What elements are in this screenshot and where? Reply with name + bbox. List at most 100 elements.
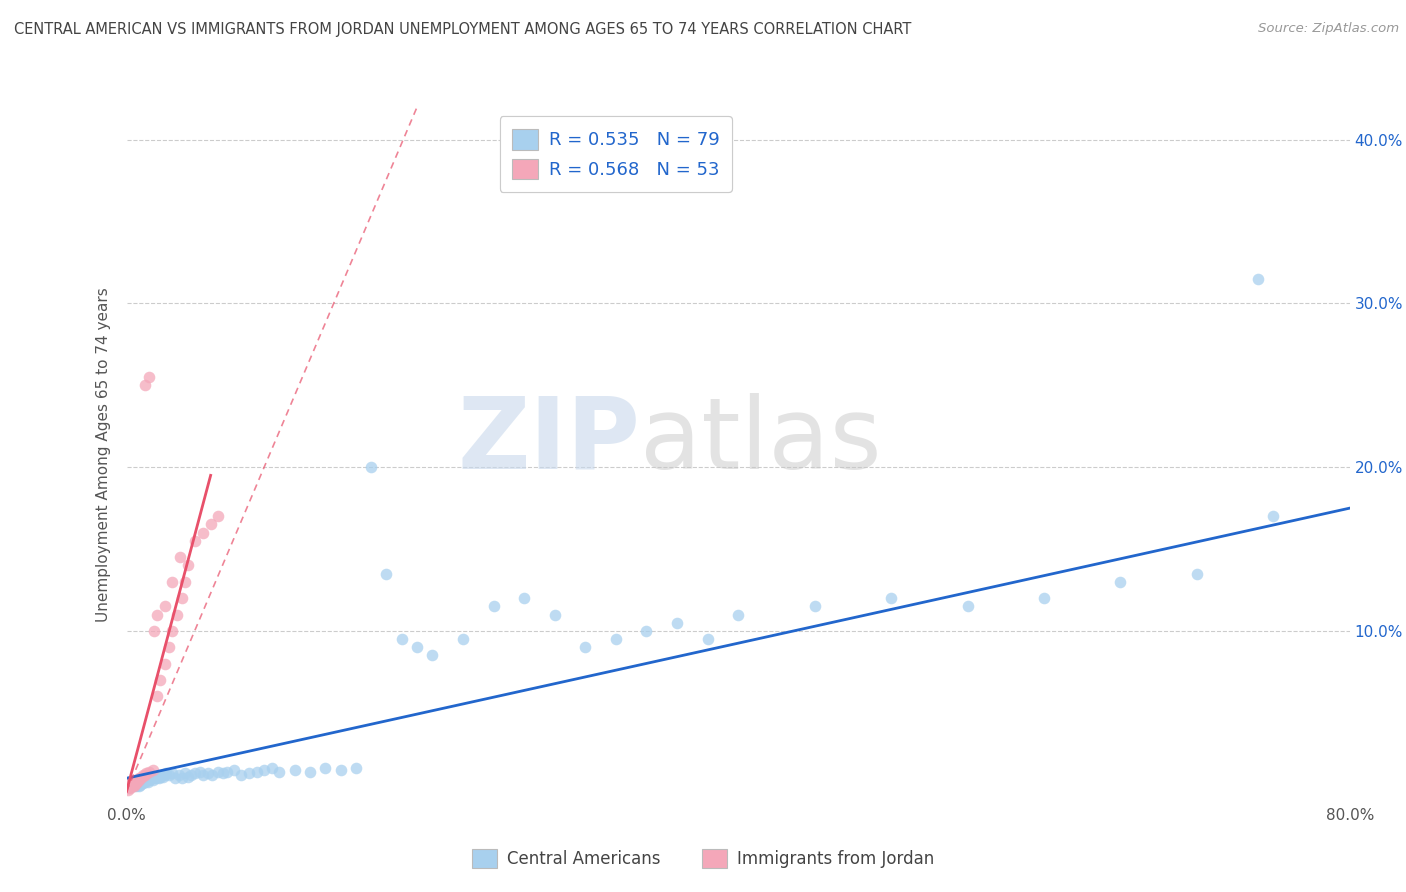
Point	[120, 774, 142, 789]
Point	[696, 632, 718, 646]
Point	[117, 780, 139, 795]
Point	[122, 774, 145, 789]
Point	[314, 761, 336, 775]
Point	[128, 776, 150, 790]
Point	[605, 632, 627, 646]
Point	[138, 764, 160, 779]
Legend: Central Americans, Immigrants from Jordan: Central Americans, Immigrants from Jorda…	[465, 842, 941, 875]
Point	[184, 533, 207, 548]
Point	[131, 774, 153, 789]
Point	[135, 772, 157, 787]
Point	[138, 772, 160, 787]
Point	[128, 772, 150, 787]
Point	[191, 525, 214, 540]
Point	[125, 776, 148, 790]
Point	[207, 764, 229, 779]
Point	[117, 782, 139, 797]
Point	[125, 776, 148, 790]
Point	[200, 517, 222, 532]
Point	[146, 607, 169, 622]
Point	[134, 768, 156, 782]
Point	[197, 766, 219, 780]
Point	[128, 771, 150, 785]
Point	[177, 770, 200, 784]
Point	[180, 768, 202, 782]
Point	[153, 599, 176, 614]
Point	[149, 770, 172, 784]
Point	[167, 768, 190, 782]
Point	[131, 776, 153, 790]
Point	[375, 566, 398, 581]
Point	[245, 764, 267, 779]
Point	[148, 771, 170, 785]
Point	[260, 761, 283, 775]
Point	[129, 771, 152, 785]
Point	[284, 763, 307, 777]
Point	[157, 768, 180, 782]
Point	[1263, 509, 1285, 524]
Point	[122, 778, 145, 792]
Point	[1247, 272, 1270, 286]
Point	[127, 778, 149, 792]
Point	[118, 776, 141, 790]
Point	[344, 761, 367, 775]
Point	[153, 768, 176, 782]
Point	[170, 771, 193, 785]
Point	[155, 766, 177, 780]
Text: Source: ZipAtlas.com: Source: ZipAtlas.com	[1258, 22, 1399, 36]
Point	[138, 370, 160, 384]
Point	[207, 509, 229, 524]
Text: CENTRAL AMERICAN VS IMMIGRANTS FROM JORDAN UNEMPLOYMENT AMONG AGES 65 TO 74 YEAR: CENTRAL AMERICAN VS IMMIGRANTS FROM JORD…	[14, 22, 911, 37]
Point	[145, 771, 167, 785]
Point	[143, 771, 166, 785]
Point	[727, 607, 749, 622]
Point	[222, 763, 245, 777]
Point	[152, 770, 174, 784]
Point	[150, 768, 173, 782]
Point	[162, 624, 184, 638]
Point	[177, 558, 200, 573]
Point	[117, 778, 139, 792]
Point	[120, 778, 142, 792]
Point	[118, 778, 141, 792]
Point	[157, 640, 180, 655]
Point	[127, 774, 149, 789]
Point	[143, 624, 166, 638]
Point	[127, 774, 149, 789]
Point	[132, 776, 155, 790]
Point	[120, 780, 142, 794]
Point	[166, 607, 188, 622]
Point	[391, 632, 413, 646]
Point	[136, 774, 159, 789]
Point	[121, 778, 143, 792]
Point	[149, 673, 172, 687]
Point	[134, 378, 156, 392]
Point	[170, 591, 193, 606]
Point	[146, 690, 169, 704]
Point	[162, 574, 184, 589]
Point	[173, 574, 195, 589]
Point	[1109, 574, 1132, 589]
Point	[1185, 566, 1208, 581]
Point	[231, 768, 253, 782]
Point	[238, 766, 260, 780]
Text: atlas: atlas	[640, 392, 882, 490]
Point	[482, 599, 505, 614]
Point	[127, 772, 149, 787]
Point	[132, 768, 155, 782]
Point	[146, 770, 169, 784]
Legend: R = 0.535   N = 79, R = 0.568   N = 53: R = 0.535 N = 79, R = 0.568 N = 53	[499, 116, 733, 192]
Point	[513, 591, 536, 606]
Point	[141, 772, 163, 787]
Point	[128, 780, 150, 794]
Point	[880, 591, 903, 606]
Point	[141, 763, 163, 777]
Point	[121, 776, 143, 790]
Point	[125, 774, 148, 789]
Point	[122, 778, 145, 792]
Point	[118, 780, 141, 794]
Point	[451, 632, 474, 646]
Point	[122, 780, 145, 794]
Point	[1033, 591, 1056, 606]
Point	[153, 657, 176, 671]
